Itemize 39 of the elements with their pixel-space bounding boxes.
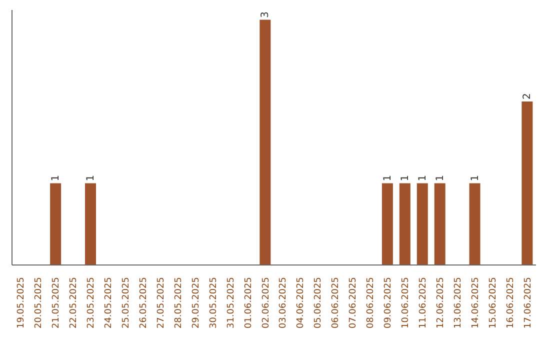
x-tick-label: 04.06.2025	[296, 277, 306, 329]
data-label: 1	[382, 174, 394, 182]
x-tick-label: 05.06.2025	[314, 277, 324, 329]
x-tick-label: 27.05.2025	[156, 277, 166, 329]
data-label: 1	[50, 174, 62, 182]
x-tick-label: 02.06.2025	[261, 277, 272, 329]
x-tick-label: 25.05.2025	[122, 277, 132, 329]
data-label: 3	[260, 11, 272, 18]
x-tick-label: 19.05.2025	[16, 277, 27, 329]
x-tick-label: 30.05.2025	[208, 277, 219, 329]
x-tick-label: 24.05.2025	[104, 277, 114, 329]
data-label: 1	[86, 174, 97, 182]
x-tick-label: 14.06.2025	[470, 277, 481, 329]
x-tick-label: 26.05.2025	[139, 277, 149, 329]
x-tick-label: 29.05.2025	[191, 277, 202, 329]
x-tick-label: 23.05.2025	[86, 277, 97, 329]
x-tick-label: 31.05.2025	[226, 277, 236, 329]
x-tick-label: 13.06.2025	[453, 277, 464, 329]
data-label: 1	[400, 174, 411, 182]
x-tick-label: 15.06.2025	[488, 277, 498, 329]
x-tick-label: 21.05.2025	[52, 277, 62, 329]
x-tick-label: 28.05.2025	[174, 277, 184, 329]
x-tick-label: 08.06.2025	[366, 277, 376, 329]
x-tick-label: 07.06.2025	[348, 277, 359, 329]
x-tick-label: 12.06.2025	[436, 277, 446, 329]
data-label: 2	[522, 93, 534, 100]
data-label: 1	[417, 174, 428, 182]
x-tick-label: 09.06.2025	[384, 277, 394, 329]
x-tick-label: 03.06.2025	[278, 277, 289, 329]
x-tick-label: 22.05.2025	[69, 277, 80, 329]
x-tick-label: 20.05.2025	[34, 277, 44, 329]
x-tick-label: 17.06.2025	[523, 277, 534, 329]
x-tick-label: 11.06.2025	[418, 277, 428, 329]
x-tick-label: 06.06.2025	[331, 277, 342, 329]
x-tick-label: 16.06.2025	[506, 277, 516, 329]
x-tick-label: 01.06.2025	[244, 277, 254, 329]
data-label: 1	[434, 174, 446, 182]
data-label: 1	[470, 174, 481, 182]
x-tick-label: 10.06.2025	[401, 277, 411, 329]
